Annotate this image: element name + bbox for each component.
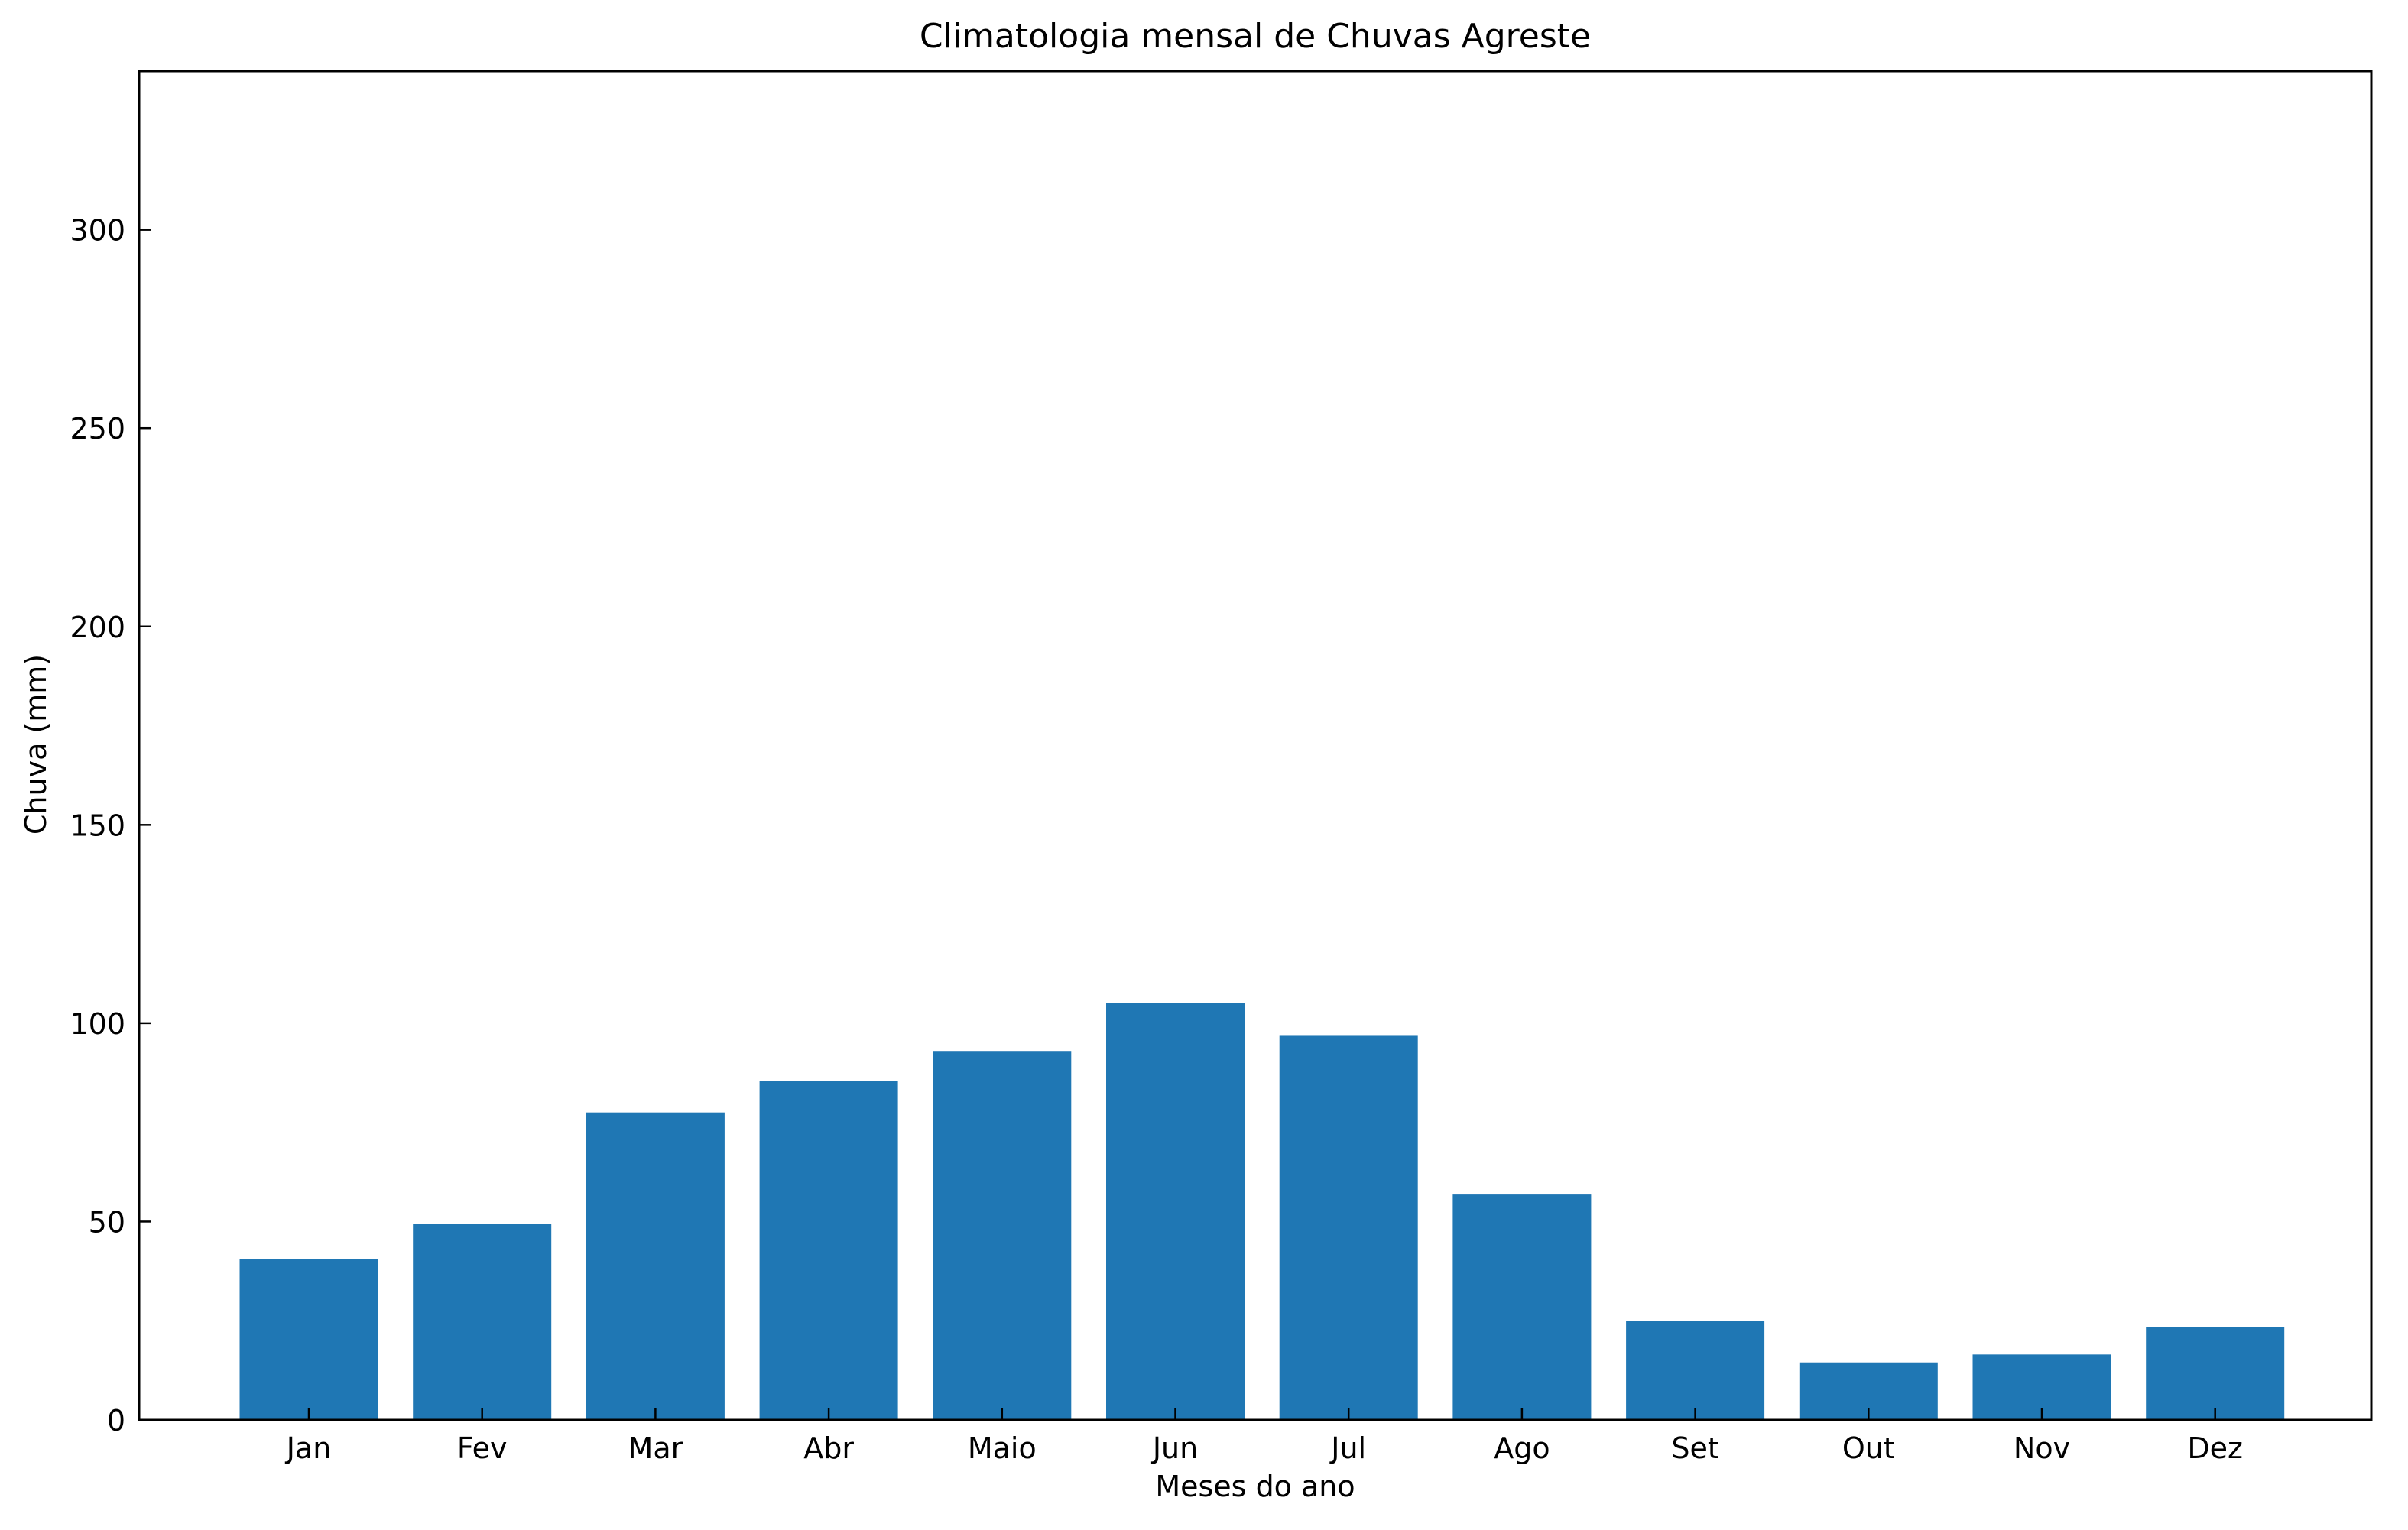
bar-abr	[759, 1081, 898, 1420]
y-tick-label: 50	[89, 1205, 125, 1239]
y-tick-label: 200	[70, 611, 125, 644]
y-tick-label: 0	[107, 1404, 125, 1438]
x-tick-label: Fev	[457, 1431, 508, 1465]
x-axis-label: Meses do ano	[1155, 1470, 1355, 1503]
bar-maio	[933, 1051, 1072, 1420]
x-tick-label: Set	[1671, 1431, 1718, 1465]
x-tick-label: Jul	[1329, 1431, 1366, 1465]
plot-frame	[138, 70, 2373, 1421]
x-tick-label: Abr	[803, 1431, 854, 1465]
bar-dez	[2146, 1327, 2285, 1420]
bar-jan	[239, 1259, 378, 1420]
bars-layer	[239, 1003, 2285, 1420]
x-tick-label: Mar	[628, 1431, 683, 1465]
bar-jul	[1279, 1035, 1418, 1420]
x-tick-label: Maio	[968, 1431, 1037, 1465]
x-tick-label: Ago	[1494, 1431, 1550, 1465]
x-tick-label: Nov	[2014, 1431, 2070, 1465]
x-tick-label: Out	[1842, 1431, 1895, 1465]
y-tick-label: 250	[70, 412, 125, 446]
x-tick-label: Jun	[1151, 1431, 1198, 1465]
x-tick-label: Jan	[285, 1431, 332, 1465]
bar-mar	[586, 1112, 725, 1420]
bar-jun	[1106, 1003, 1245, 1420]
bar-fev	[413, 1224, 552, 1420]
y-axis-label: Chuva (mm)	[19, 654, 53, 835]
bar-set	[1626, 1321, 1765, 1420]
bar-ago	[1452, 1194, 1592, 1420]
y-tick-label: 300	[70, 214, 125, 248]
y-tick-label: 100	[70, 1007, 125, 1041]
y-axis-ticks: 0 50 100 150 200 250 300	[70, 214, 151, 1438]
x-axis-ticks: Jan Fev Mar Abr Maio Jun Jul Ago Set Out Nov Dez	[285, 1408, 2243, 1465]
chart-title: Climatologia mensal de Chuvas Agreste	[920, 17, 1591, 56]
x-tick-label: Dez	[2187, 1431, 2243, 1465]
y-tick-label: 150	[70, 809, 125, 842]
